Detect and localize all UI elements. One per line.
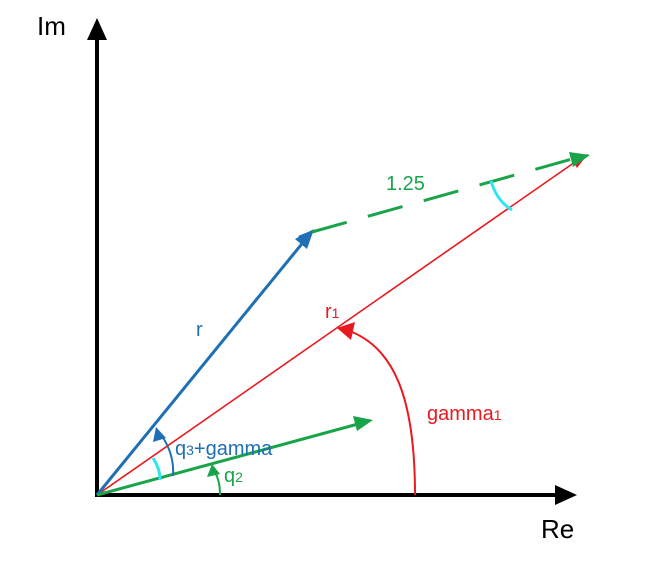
x-axis-arrowhead — [555, 485, 577, 505]
dashed-vector — [311, 152, 590, 234]
label-q2-main: q — [224, 465, 235, 487]
x-axis-label: Re — [541, 514, 574, 544]
label-r1-main: r — [325, 301, 332, 323]
label-gamma1: gamma1 — [427, 403, 502, 425]
axes — [87, 18, 577, 505]
cyan-angle-mark-top — [489, 180, 513, 212]
q3-arc — [153, 427, 175, 477]
q2-arc — [207, 464, 221, 496]
vector-r — [95, 229, 314, 496]
vector-r1 — [96, 154, 588, 496]
gamma1-arc — [337, 322, 416, 496]
vector-q2 — [96, 416, 373, 497]
label-r: r — [196, 319, 203, 341]
q2-vector-arrowhead — [353, 416, 373, 431]
label-gamma1-sub: 1 — [494, 407, 502, 423]
y-axis-arrowhead — [87, 18, 107, 40]
label-r1-sub: 1 — [332, 305, 340, 321]
cyan-angle-mark-bottom — [151, 457, 162, 481]
q3-arc-arrowhead — [153, 427, 166, 442]
gamma1-arrowhead — [337, 322, 355, 340]
label-dashed: 1.25 — [386, 173, 425, 195]
dashed-arrowhead — [569, 152, 590, 167]
label-q2-sub: 2 — [235, 469, 243, 485]
q2-arc-arrowhead — [207, 464, 220, 477]
label-q3-rest: +gamma — [194, 438, 273, 460]
label-q3-main: q — [175, 438, 186, 460]
label-r1: r1 — [325, 301, 340, 323]
label-q3-sub: 3 — [186, 442, 194, 458]
label-gamma1-main: gamma — [427, 403, 495, 425]
y-axis-label: Im — [37, 11, 66, 41]
label-q3-gamma: q3+gamma — [175, 438, 273, 460]
label-q2: q2 — [224, 465, 243, 487]
